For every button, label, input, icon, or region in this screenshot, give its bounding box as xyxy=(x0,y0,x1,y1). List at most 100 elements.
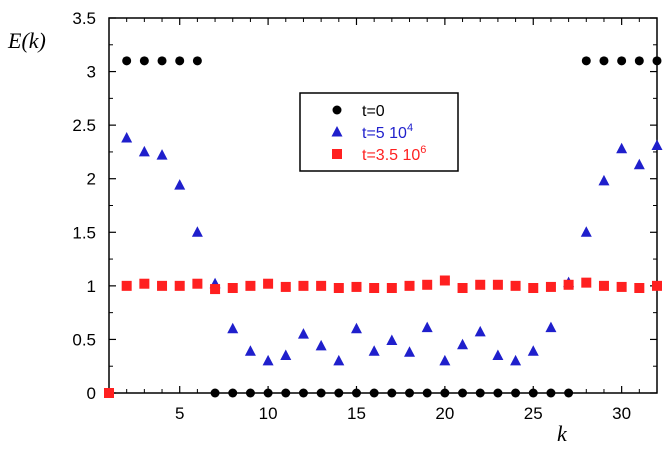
legend-label: t=3.5 106 xyxy=(362,144,426,164)
square-point xyxy=(457,283,468,293)
circle-point xyxy=(564,388,574,398)
circle-point xyxy=(281,388,291,398)
square-point xyxy=(227,283,238,293)
triangle-point xyxy=(297,328,309,339)
legend-label: t=5 104 xyxy=(362,122,413,142)
triangle-point xyxy=(350,322,362,334)
triangle-point xyxy=(262,354,274,366)
square-point xyxy=(492,279,503,290)
triangle-point xyxy=(633,158,645,170)
circle-point xyxy=(263,388,273,398)
square-point xyxy=(210,284,221,295)
triangle-point xyxy=(404,346,416,357)
square-point xyxy=(563,279,574,290)
y-tick-label: 2.5 xyxy=(72,116,96,135)
square-point xyxy=(545,281,556,292)
triangle-point xyxy=(580,226,592,237)
legend-label-base: t=3.5 10 xyxy=(362,147,420,164)
square-point xyxy=(510,280,521,291)
square-point xyxy=(598,280,609,291)
circle-point xyxy=(228,388,238,398)
circle-point xyxy=(210,388,220,398)
triangle-point xyxy=(280,349,292,360)
circle-point xyxy=(652,56,662,66)
triangle-point xyxy=(191,226,203,237)
circle-point xyxy=(245,388,255,398)
legend-label-exponent: 6 xyxy=(420,144,426,156)
y-tick-label: 1.5 xyxy=(72,223,96,242)
x-axis-title: k xyxy=(557,421,568,446)
triangle-point xyxy=(174,179,186,190)
y-tick-label: 3.5 xyxy=(72,9,96,28)
square-point xyxy=(634,283,645,293)
circle-point xyxy=(599,56,609,66)
legend-marker xyxy=(331,126,343,137)
y-tick-label: 0.5 xyxy=(72,330,96,349)
square-point xyxy=(192,278,203,289)
circle-point xyxy=(634,56,644,66)
circle-point xyxy=(422,388,432,398)
square-point xyxy=(157,280,168,291)
circle-point xyxy=(369,388,379,398)
circle-point xyxy=(175,56,185,66)
circle-point xyxy=(387,388,397,398)
square-point xyxy=(369,283,380,293)
square-point xyxy=(316,280,327,291)
square-point xyxy=(616,281,627,292)
square-point xyxy=(121,280,132,291)
circle-point xyxy=(192,56,202,66)
square-point xyxy=(104,388,114,398)
circle-point xyxy=(316,388,326,398)
square-point xyxy=(139,278,150,289)
square-point xyxy=(475,279,486,290)
square-point xyxy=(386,283,397,293)
plot-frame xyxy=(108,17,658,394)
triangle-point xyxy=(386,334,398,345)
y-tick-label: 3 xyxy=(87,63,96,82)
triangle-point xyxy=(651,139,663,150)
square-point xyxy=(652,280,662,291)
circle-point xyxy=(157,56,167,66)
triangle-point xyxy=(492,349,504,360)
legend-box xyxy=(299,92,459,172)
circle-point xyxy=(405,388,415,398)
square-point xyxy=(174,280,185,291)
triangle-point xyxy=(138,145,150,157)
triangle-point xyxy=(121,132,133,143)
legend-label-base: t=5 10 xyxy=(362,125,407,142)
triangle-point xyxy=(439,354,451,366)
circle-point xyxy=(139,56,149,66)
legend-marker xyxy=(332,105,342,115)
x-tick-label: 10 xyxy=(259,404,278,423)
circle-point xyxy=(298,388,308,398)
square-point xyxy=(333,283,344,293)
x-tick-label: 5 xyxy=(175,404,184,423)
triangle-point xyxy=(244,345,256,356)
triangle-point xyxy=(474,325,486,337)
square-point xyxy=(245,280,256,291)
square-point xyxy=(581,277,592,288)
circle-point xyxy=(458,388,468,398)
x-tick-label: 30 xyxy=(612,404,631,423)
circle-point xyxy=(440,388,450,398)
legend-label: t=0 xyxy=(362,103,385,120)
tick-labels: 0 0.5 1 1.5 2 2.5 3 3.5 5 10 15 20 25 30 xyxy=(72,9,631,423)
triangle-point xyxy=(616,142,628,154)
triangle-point xyxy=(457,338,469,350)
triangle-point xyxy=(545,321,557,333)
tick-marks xyxy=(109,17,657,394)
triangle-point xyxy=(598,174,610,186)
circle-point xyxy=(493,388,503,398)
square-point xyxy=(422,279,433,290)
y-tick-label: 2 xyxy=(87,170,96,189)
circle-point xyxy=(581,56,591,66)
triangle-point xyxy=(227,322,239,334)
circle-point xyxy=(475,388,485,398)
circle-point xyxy=(122,56,132,66)
y-tick-label: 0 xyxy=(87,384,96,403)
series-1 xyxy=(122,56,662,398)
x-tick-label: 15 xyxy=(347,404,366,423)
